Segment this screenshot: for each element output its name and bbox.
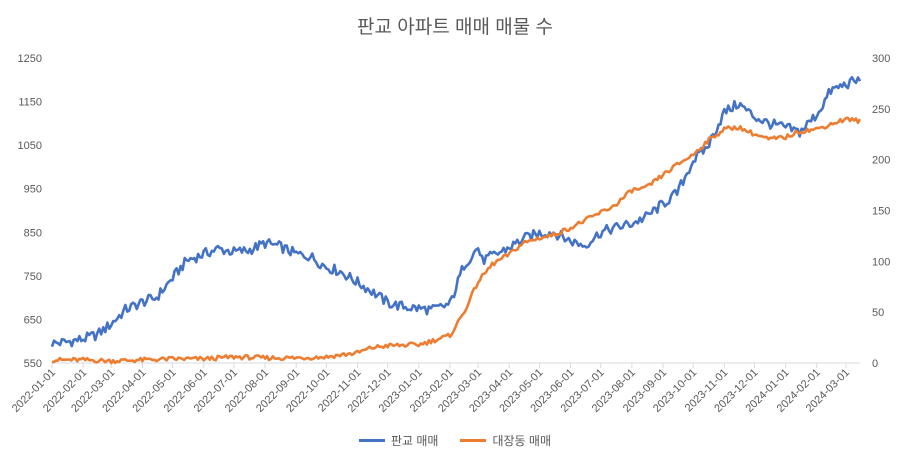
y-left-tick-label: 550 [24, 358, 42, 370]
y-right-tick-label: 0 [872, 358, 878, 370]
chart-legend: 판교 매매 대장동 매매 [0, 432, 910, 449]
y-left-tick-label: 1250 [18, 53, 42, 65]
legend-label-pangyo: 판교 매매 [390, 434, 439, 448]
y-right-tick-label: 300 [872, 53, 890, 65]
legend-swatch-pangyo [358, 439, 385, 442]
y-left-tick-label: 850 [24, 227, 42, 239]
legend-swatch-daejang [460, 439, 487, 442]
legend-label-daejang: 대장동 매매 [492, 434, 552, 448]
y-left-tick-label: 1050 [18, 140, 42, 152]
y-left-tick-label: 950 [24, 184, 42, 196]
y-right-tick-label: 50 [872, 307, 884, 319]
series-line-daejang [51, 116, 862, 365]
series-line-pangyo [50, 76, 862, 348]
y-left-tick-label: 650 [24, 314, 42, 326]
y-left-tick-label: 1150 [18, 97, 42, 109]
y-right-tick-label: 200 [872, 155, 890, 167]
y-right-tick-label: 100 [872, 256, 890, 268]
chart-title: 판교 아파트 매매 매물 수 [357, 17, 553, 38]
y-right-tick-label: 150 [872, 206, 890, 218]
y-left-tick-label: 750 [24, 271, 42, 283]
legend-item-pangyo: 판교 매매 [358, 432, 439, 449]
legend-item-daejang: 대장동 매매 [460, 432, 551, 449]
y-right-tick-label: 250 [872, 104, 890, 116]
